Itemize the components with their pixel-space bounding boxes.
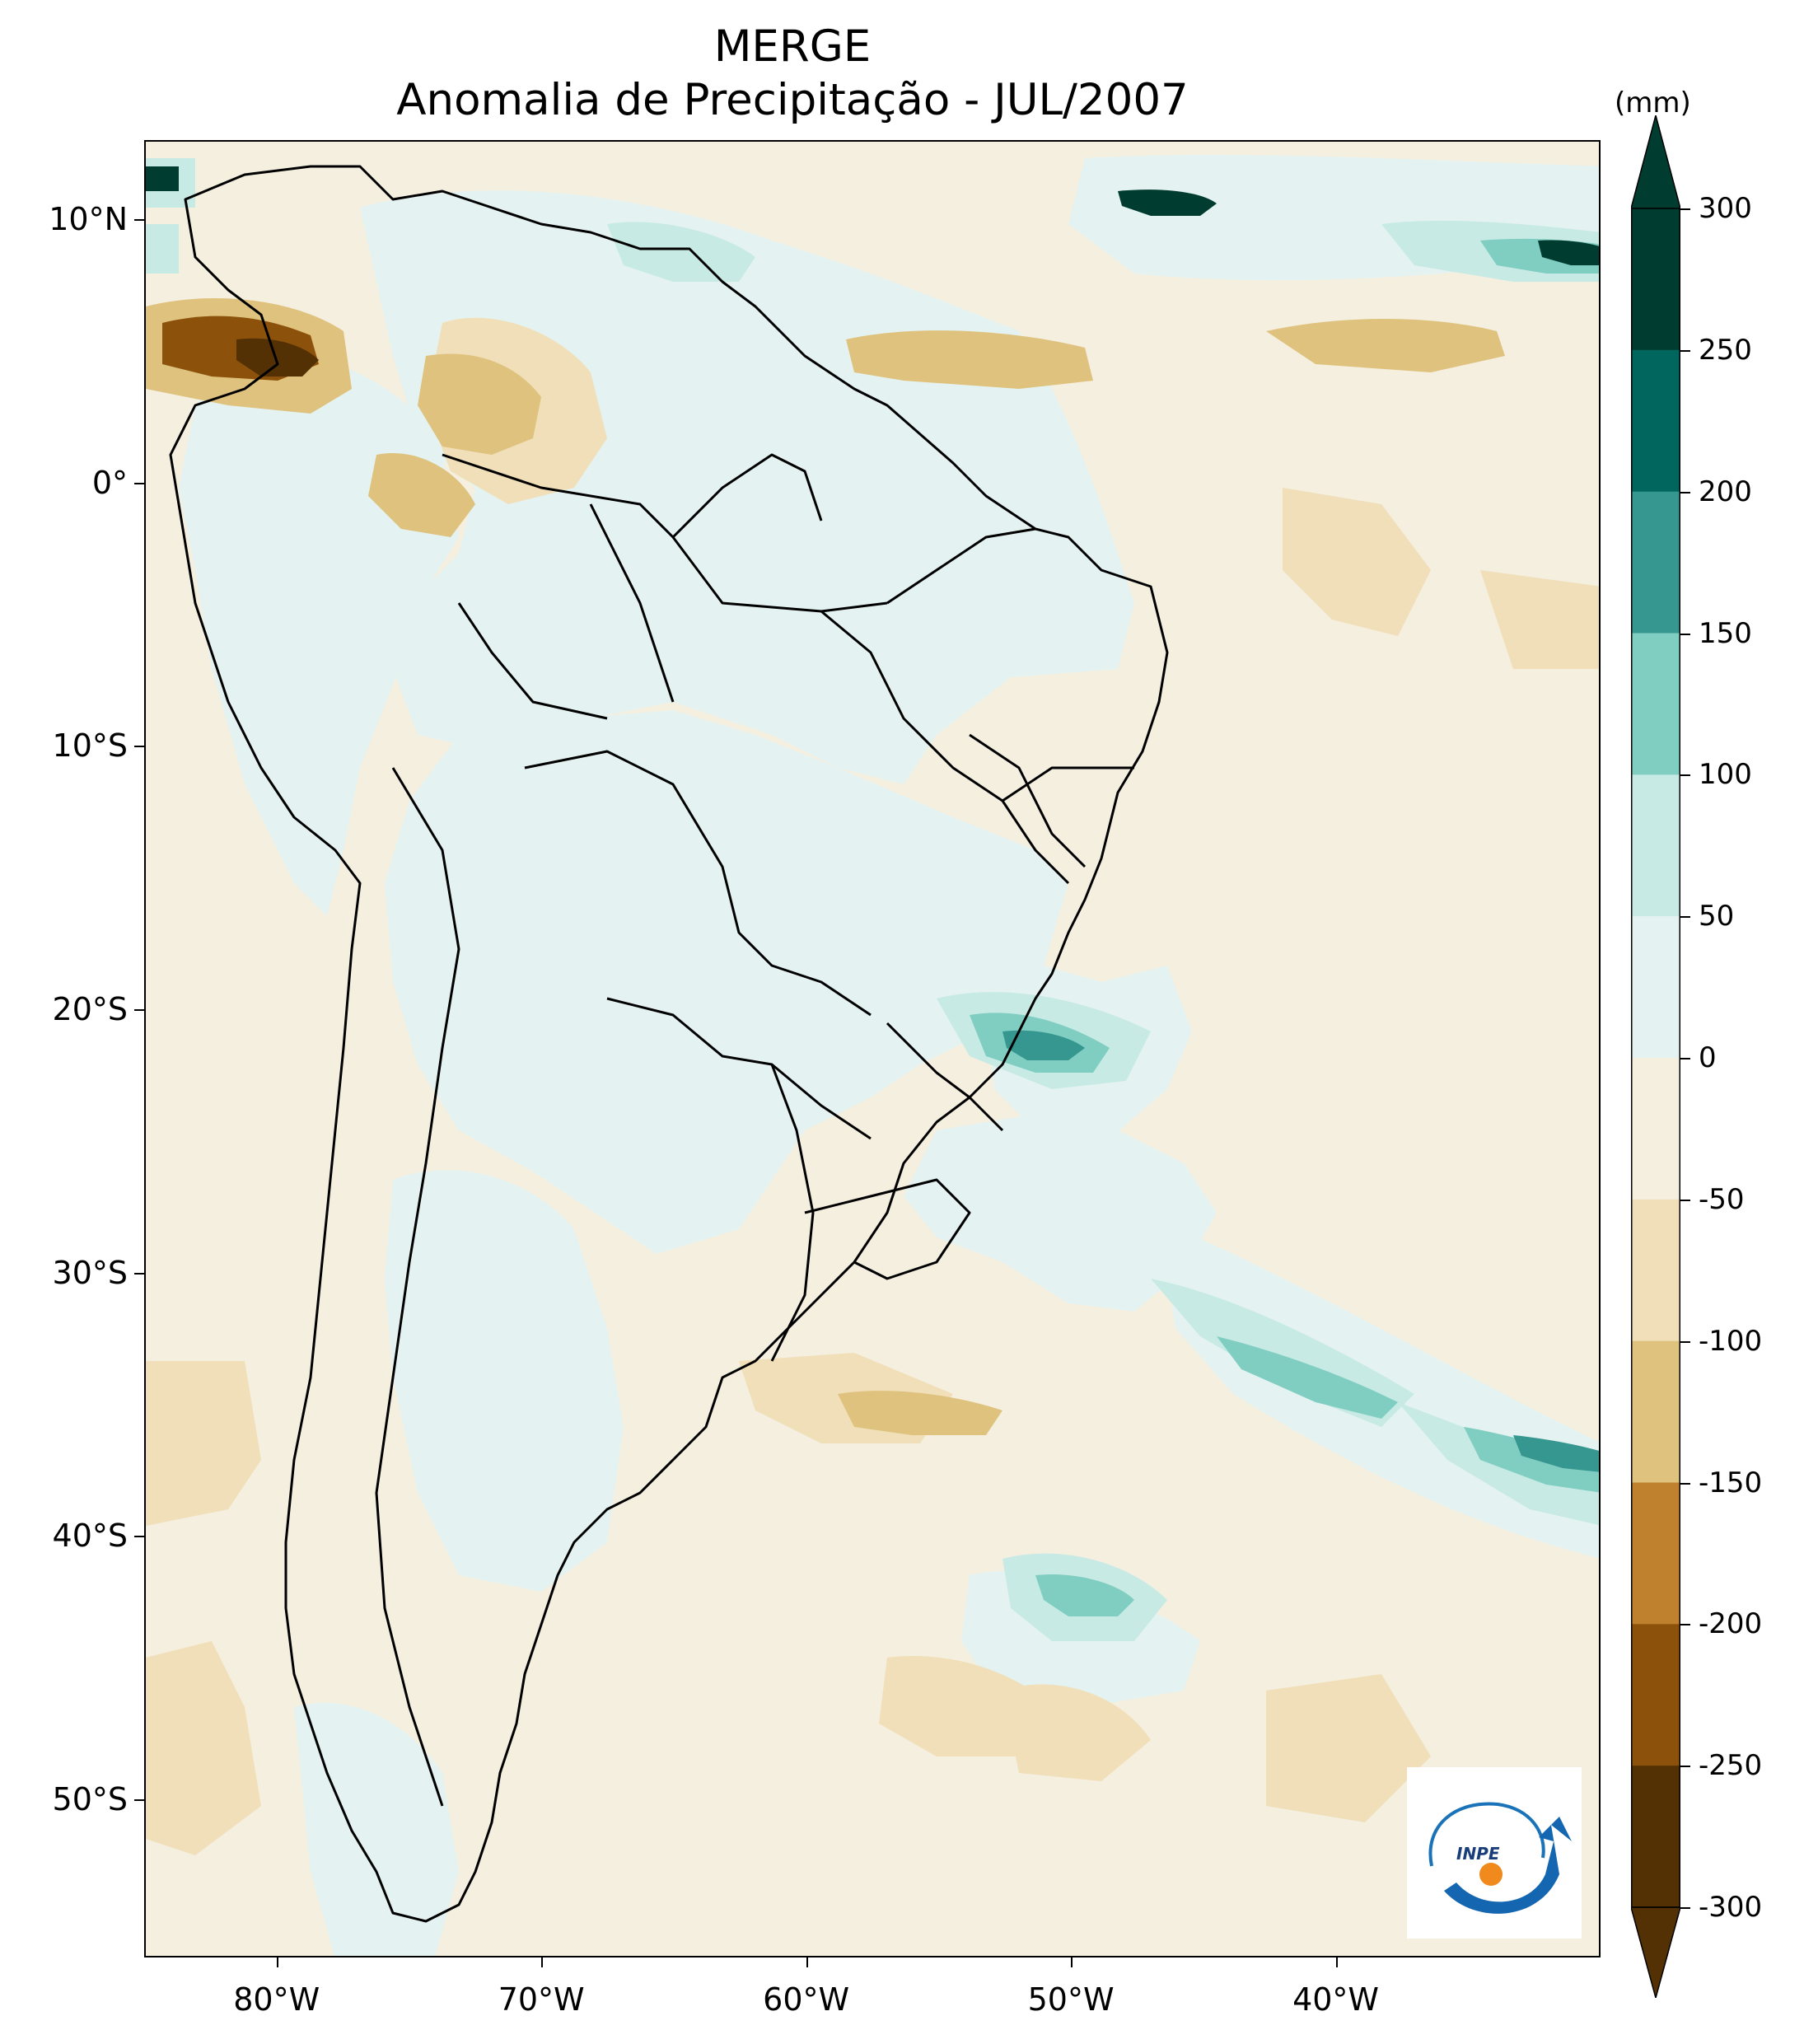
- colorbar-tick-mark: [1680, 916, 1690, 919]
- colorbar-segment: [1631, 491, 1680, 634]
- colorbar-tick-mark: [1680, 1624, 1690, 1626]
- colorbar-segment: [1631, 774, 1680, 917]
- colorbar-segment: [1631, 1624, 1680, 1766]
- lat-tick-label: 50°S: [52, 1781, 128, 1818]
- colorbar-tick-label: -200: [1699, 1607, 1763, 1641]
- lat-tick-mark: [134, 1009, 144, 1012]
- colorbar-tick-label: 300: [1699, 192, 1752, 225]
- inpe-logo: INPE: [1407, 1767, 1582, 1939]
- precipitation-anomaly-map: [146, 142, 1599, 1956]
- lat-tick-label: 20°S: [52, 991, 128, 1028]
- colorbar-tick-label: 200: [1699, 475, 1752, 508]
- map-subtitle: Anomalia de Precipitação - JUL/2007: [396, 75, 1189, 125]
- anomaly-250-300-patches: [146, 166, 1599, 265]
- lon-tick-mark: [541, 1957, 544, 1967]
- lat-tick-label: 40°S: [52, 1518, 128, 1555]
- colorbar-tick-mark: [1680, 1482, 1690, 1485]
- colorbar-tick-label: 50: [1699, 900, 1735, 933]
- lon-tick-mark: [806, 1957, 808, 1967]
- colorbar-tick-label: -50: [1699, 1182, 1745, 1216]
- lat-tick-label: 30°S: [52, 1254, 128, 1291]
- colorbar-segment: [1631, 1482, 1680, 1625]
- colorbar-segment: [1631, 1199, 1680, 1342]
- lon-tick-label: 80°W: [233, 1981, 320, 2018]
- colorbar-tick-label: -100: [1699, 1324, 1763, 1358]
- colorbar-segment: [1631, 1766, 1680, 1908]
- colorbar-tick-label: -150: [1699, 1466, 1763, 1499]
- lat-tick-mark: [134, 746, 144, 748]
- colorbar-segment: [1631, 1340, 1680, 1483]
- colorbar-extend-max: [1631, 115, 1680, 209]
- lon-tick-mark: [1335, 1957, 1338, 1967]
- colorbar-tick-mark: [1680, 491, 1690, 493]
- colorbar-tick-mark: [1680, 208, 1690, 210]
- colorbar-extend-min: [1631, 1906, 1680, 1998]
- colorbar-segment: [1631, 633, 1680, 775]
- map-frame[interactable]: [144, 140, 1601, 1957]
- colorbar-tick-mark: [1680, 1340, 1690, 1343]
- colorbar-tick-label: 250: [1699, 333, 1752, 367]
- colorbar-tick-mark: [1680, 1907, 1690, 1909]
- colorbar-segment: [1631, 349, 1680, 493]
- lat-tick-mark: [134, 1536, 144, 1538]
- anomaly-150-200-patches: [1002, 1030, 1599, 1472]
- colorbar-tick-mark: [1680, 1199, 1690, 1201]
- colorbar-outline: [1631, 208, 1680, 1908]
- colorbar-tick-mark: [1680, 1766, 1690, 1768]
- map-title: MERGE: [713, 21, 872, 72]
- colorbar-unit: (mm): [1615, 87, 1691, 119]
- svg-text:INPE: INPE: [1456, 1844, 1500, 1864]
- lon-tick-label: 40°W: [1292, 1981, 1379, 2018]
- lon-tick-label: 70°W: [498, 1981, 585, 2018]
- lon-tick-mark: [276, 1957, 278, 1967]
- anomaly-neg-300-250-patch: [236, 338, 319, 377]
- lat-tick-label: 0°: [91, 464, 128, 501]
- coastlines-borders: [169, 165, 1169, 1923]
- lat-tick-mark: [134, 1799, 144, 1802]
- colorbar-segment: [1631, 1058, 1680, 1200]
- colorbar-tick-mark: [1680, 633, 1690, 635]
- colorbar-tick-label: -300: [1699, 1891, 1763, 1924]
- colorbar-segment: [1631, 208, 1680, 351]
- colorbar-tick-label: 100: [1699, 758, 1752, 792]
- colorbar-tick-label: -250: [1699, 1749, 1763, 1783]
- colorbar: [1631, 115, 1680, 1998]
- lat-tick-mark: [134, 1272, 144, 1275]
- lon-tick-label: 60°W: [763, 1981, 850, 2018]
- colorbar-tick-mark: [1680, 774, 1690, 777]
- colorbar-tick-label: 150: [1699, 616, 1752, 650]
- lat-tick-label: 10°N: [49, 200, 128, 237]
- lon-tick-mark: [1071, 1957, 1073, 1967]
- colorbar-segment: [1631, 916, 1680, 1059]
- lat-tick-mark: [134, 218, 144, 221]
- lat-tick-mark: [134, 482, 144, 484]
- colorbar-tick-label: 0: [1699, 1041, 1717, 1074]
- lon-tick-label: 50°W: [1027, 1981, 1115, 2018]
- colorbar-tick-mark: [1680, 349, 1690, 352]
- lat-tick-label: 10°S: [52, 727, 128, 765]
- colorbar-tick-mark: [1680, 1058, 1690, 1059]
